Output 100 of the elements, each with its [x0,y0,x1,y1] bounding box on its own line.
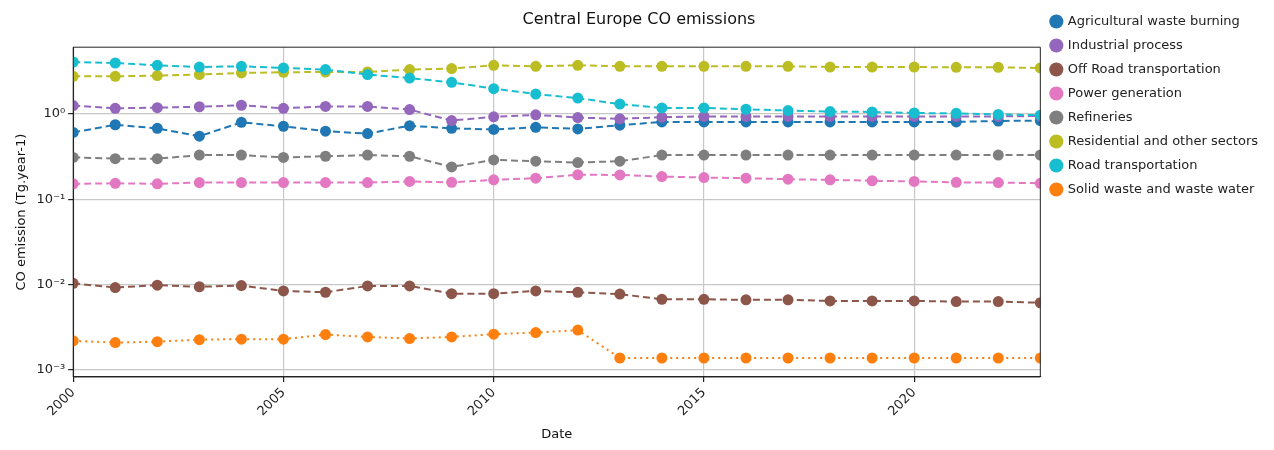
point [572,286,584,298]
point [656,352,668,364]
point [151,102,163,114]
point [151,70,163,82]
point [614,288,626,300]
point [950,149,962,161]
point [151,336,163,348]
point [614,98,626,110]
y-tick-label: 10⁻³ [36,361,66,377]
point [698,293,710,305]
point [572,59,584,71]
point [782,105,794,117]
point [992,61,1004,73]
point [950,352,962,364]
point [740,294,752,306]
point [656,60,668,72]
point [740,172,752,184]
legend-label: Industrial process [1067,36,1184,52]
point [530,155,542,167]
point [782,149,794,161]
point [404,280,416,292]
point [656,149,668,161]
point [404,333,416,344]
point [151,59,163,71]
point [950,296,962,308]
point [866,149,878,161]
point [320,329,331,341]
point [530,327,542,339]
point [151,178,163,190]
point [530,172,542,184]
y-tick-label: 10⁰ [43,105,66,121]
point [614,60,626,72]
point [572,157,584,169]
point [572,169,584,181]
x-axis-title: Date [541,425,573,441]
point [446,115,458,127]
point [992,177,1004,189]
point [193,334,205,346]
point [277,120,289,132]
point [488,59,500,71]
point [698,102,710,114]
point [992,352,1004,364]
point [908,295,920,307]
point [740,352,752,364]
y-tick-label: 10⁻¹ [36,190,66,206]
point [277,62,289,74]
point [235,149,247,161]
point [109,177,121,189]
point [109,282,121,294]
point [404,175,416,187]
y-tick-label: 10⁻² [36,275,66,291]
point [572,92,584,104]
point [950,61,962,73]
point [362,177,374,189]
point [235,333,247,345]
point [109,57,121,69]
legend-label: Agricultural waste burning [1067,12,1240,28]
point [446,76,458,88]
point [320,286,331,298]
point [950,176,962,188]
legend-label: Road transportation [1067,156,1198,172]
y-axis-title: CO emission (Tg.year-1) [13,133,29,291]
point [235,177,247,189]
point [235,99,247,111]
point [404,120,416,132]
point [446,331,458,343]
legend-label: Residential and other sectors [1067,132,1259,148]
point [866,352,878,364]
point [109,70,121,82]
point [193,281,205,293]
chart-title: Central Europe CO emissions [522,8,756,28]
point [572,324,584,336]
point [362,149,374,161]
point [362,128,374,140]
point [866,175,878,187]
point [530,285,542,297]
point [614,155,626,167]
point [572,112,584,124]
point [151,279,163,291]
point [109,102,121,114]
point [320,125,331,137]
point [193,149,205,161]
point [698,172,710,184]
point [824,106,836,118]
point [235,60,247,72]
point [908,352,920,364]
point [277,102,289,114]
point [530,109,542,121]
point [740,149,752,161]
point [614,352,626,364]
point [992,149,1004,161]
point [656,111,668,123]
point [824,174,836,186]
point [488,111,500,123]
point [572,123,584,135]
point [992,296,1004,308]
point [656,293,668,305]
point [320,150,331,162]
point [824,149,836,161]
point [320,100,331,112]
